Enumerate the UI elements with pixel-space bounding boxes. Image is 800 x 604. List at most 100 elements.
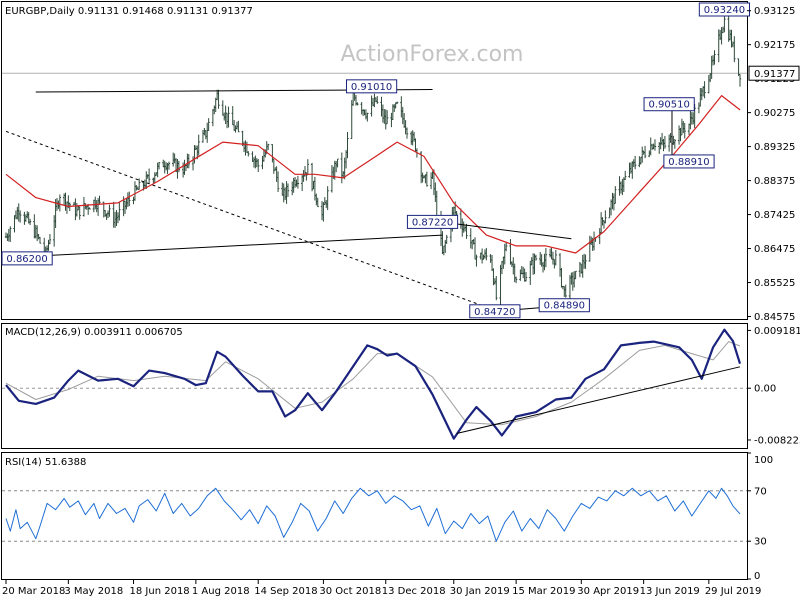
ohlc-bar <box>227 106 230 128</box>
x-tick-label: 30 Oct 2018 <box>319 586 381 597</box>
ohlc-bar <box>564 284 567 298</box>
ohlc-bar <box>633 155 637 170</box>
price-panel: 0.93240 0.91010 0.90510 0.88910 0.87220 0.848… <box>1 2 751 319</box>
ohlc-bars <box>4 12 742 306</box>
price-y-tick-label: 0.92175 <box>754 40 795 51</box>
ohlc-bar <box>366 112 369 122</box>
ohlc-bar <box>78 206 81 220</box>
ohlc-bar <box>356 102 359 106</box>
rsi-y-tick-label: 100 <box>754 455 773 466</box>
ohlc-bar <box>9 226 12 242</box>
annotation-label: 0.84720 <box>469 304 521 319</box>
price-y-tick-label: 0.86475 <box>754 244 795 255</box>
ohlc-bar <box>18 210 22 223</box>
ohlc-bar <box>574 270 577 280</box>
ohlc-bar <box>376 96 379 104</box>
annotation-text: 0.90510 <box>648 100 689 111</box>
axes: 0.93125 0.92175 0.90275 0.89325 0.88375 0.874… <box>2 6 800 597</box>
ohlc-bar <box>475 254 478 267</box>
macd-panel-frame <box>1 323 748 449</box>
ohlc-bar <box>485 247 488 261</box>
last-price-box <box>748 65 800 81</box>
ohlc-bar <box>108 204 111 217</box>
ohlc-bar <box>614 186 617 204</box>
ohlc-bar <box>326 186 329 211</box>
annotation-label: 0.87220 <box>406 214 459 229</box>
macd-line <box>5 328 742 440</box>
ohlc-bar <box>554 249 557 266</box>
ohlc-bar <box>88 207 91 210</box>
ohlc-bar <box>713 50 716 65</box>
price-y-tick-label: 0.93125 <box>754 6 795 17</box>
ohlc-bar <box>663 135 667 149</box>
x-tick-label: 1 Aug 2018 <box>192 586 250 597</box>
ohlc-bar <box>48 234 52 245</box>
ohlc-bar <box>584 254 587 269</box>
ohlc-bar <box>624 170 627 180</box>
price-y-tick-label: 0.88375 <box>754 176 795 187</box>
x-tick-label: 15 Mar 2019 <box>512 586 575 597</box>
price-panel-frame <box>1 1 748 320</box>
macd-y-tick-label: 0.009181 <box>754 326 800 337</box>
ohlc-bar <box>544 248 548 268</box>
annotation-label: 0.86200 <box>1 251 53 266</box>
ohlc-bar <box>266 143 270 151</box>
macd-panel <box>2 328 747 440</box>
annotation-text: 0.93240 <box>704 5 745 16</box>
ohlc-bar <box>643 145 647 159</box>
ohlc-bar <box>128 191 131 207</box>
ohlc-bar <box>524 272 528 282</box>
macd-y-tick-label: -0.008225 <box>754 435 800 446</box>
rsi-y-tick-label: 30 <box>754 537 767 548</box>
ohlc-bar <box>604 210 607 224</box>
ohlc-bar <box>346 131 349 159</box>
moving-average-line <box>5 94 741 254</box>
ohlc-bar <box>167 161 171 170</box>
ohlc-bar <box>534 254 538 261</box>
ohlc-bar <box>653 139 657 151</box>
x-tick-label: 30 Apr 2019 <box>577 586 639 597</box>
ohlc-bar <box>28 218 32 226</box>
ohlc-bar <box>405 127 409 139</box>
rsi-line <box>5 487 741 542</box>
last-price-label: 0.91377 <box>748 65 800 81</box>
ohlc-bar <box>425 171 429 187</box>
ohlc-bar <box>733 36 736 63</box>
annotation-text: 0.84720 <box>474 307 515 318</box>
rsi-panel-frame <box>1 452 748 580</box>
ohlc-bar <box>504 241 508 252</box>
annotation-label: 0.91010 <box>345 79 398 94</box>
x-tick-label: 18 Jun 2018 <box>130 586 190 597</box>
x-tick-label: 20 Mar 2018 <box>2 586 65 597</box>
price-y-tick-label: 0.87425 <box>754 210 795 221</box>
annotation-label: 0.84890 <box>538 298 590 313</box>
ohlc-bar <box>445 234 448 244</box>
price-header: EURGBP,Daily 0.91131 0.91468 0.91131 0.9… <box>5 6 253 17</box>
rsi-y-tick-label: 0 <box>754 571 760 582</box>
rsi-header: RSI(14) 51.6388 <box>5 457 86 468</box>
annotation-box <box>538 298 590 313</box>
ohlc-bar <box>495 275 498 301</box>
ohlc-bar <box>395 101 399 105</box>
x-tick-label: 13 Jun 2019 <box>640 586 700 597</box>
ohlc-bar <box>336 158 339 168</box>
annotation-box <box>406 214 459 229</box>
trendline <box>5 234 443 259</box>
annotation-box <box>1 251 53 266</box>
ohlc-bar <box>465 223 468 239</box>
ohlc-bar <box>58 194 62 212</box>
annotation-box <box>469 304 521 319</box>
ohlc-bar <box>514 276 518 284</box>
ohlc-bar <box>257 158 260 172</box>
macd-y-tick-label: 0.00 <box>754 384 776 395</box>
ohlc-bar <box>738 74 742 87</box>
ohlc-bar <box>98 195 101 205</box>
ohlc-bar <box>703 81 706 99</box>
price-y-tick-label: 0.89325 <box>754 142 795 153</box>
annotation-text: 0.88910 <box>668 157 709 168</box>
ohlc-bar <box>38 236 42 244</box>
x-tick-label: 13 Dec 2018 <box>382 586 446 597</box>
annotation-label: 0.93240 <box>698 2 751 17</box>
ohlc-bar <box>217 89 220 109</box>
ohlc-bar <box>197 134 200 156</box>
